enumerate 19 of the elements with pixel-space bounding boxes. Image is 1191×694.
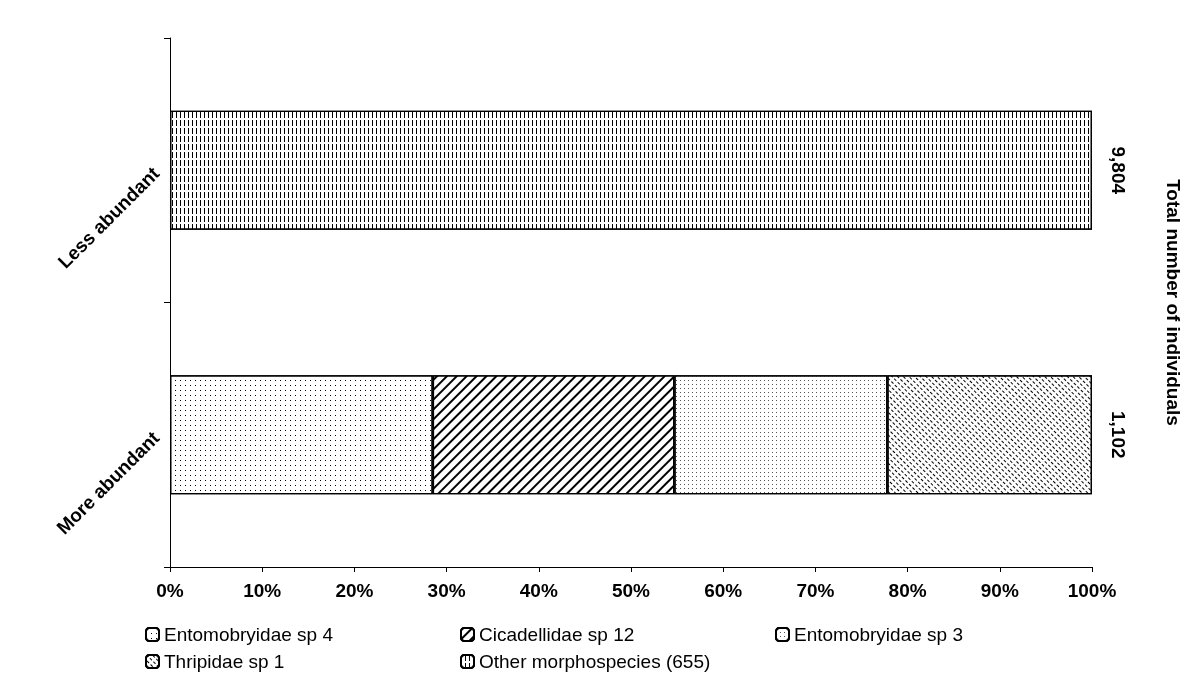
- x-tick-label: 50%: [611, 580, 651, 601]
- legend-label: Other morphospecies (655): [479, 651, 711, 672]
- x-tick-label: 20%: [335, 580, 374, 601]
- x-tick-label: 30%: [427, 580, 466, 601]
- x-tick-label: 10%: [243, 580, 282, 601]
- legend-label: Thripidae sp 1: [164, 651, 285, 672]
- x-tick-label: 100%: [1067, 580, 1117, 601]
- x-tick-label: 90%: [980, 580, 1019, 601]
- x-tick-label: 60%: [704, 580, 743, 601]
- legend-label: Entomobryidae sp 3: [794, 624, 963, 645]
- legend-label: Entomobryidae sp 4: [164, 624, 334, 645]
- x-tick-label: 80%: [888, 580, 927, 601]
- annotation: 1,102: [1107, 410, 1129, 459]
- x-tick-label: 40%: [519, 580, 558, 601]
- legend-label: Cicadellidae sp 12: [479, 624, 635, 645]
- annotation: 9,804: [1107, 146, 1129, 195]
- x-tick-label: 70%: [796, 580, 835, 601]
- x-tick-label: 0%: [156, 580, 184, 601]
- y2-axis-title: Total number of individuals: [1163, 179, 1184, 426]
